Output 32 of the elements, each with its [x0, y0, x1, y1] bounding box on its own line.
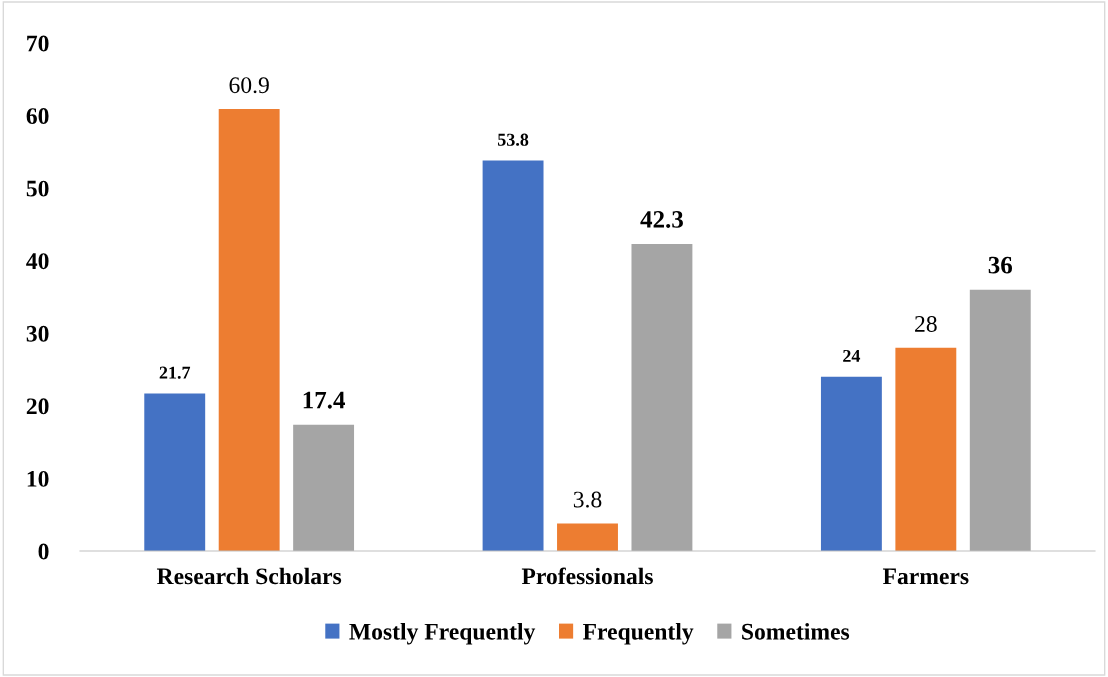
legend-label: Frequently — [582, 623, 694, 645]
bar — [969, 289, 1031, 551]
bar — [895, 347, 957, 551]
bar — [218, 109, 280, 551]
bar — [820, 376, 882, 551]
y-tick-label: 40 — [26, 253, 49, 270]
data-label: 53.8 — [497, 133, 529, 146]
y-tick-label: 10 — [27, 470, 49, 487]
x-tick-label: Research Scholars — [156, 567, 342, 585]
y-tick-label: 30 — [26, 325, 49, 342]
data-label: 21.7 — [159, 366, 191, 379]
legend-label: Mostly Frequently — [349, 623, 536, 645]
y-tick-label: 0 — [38, 543, 49, 560]
data-label: 42.3 — [640, 211, 683, 228]
y-tick-label: 70 — [27, 35, 49, 52]
y-tick-label: 20 — [26, 398, 49, 415]
data-label: 60.9 — [229, 77, 269, 94]
data-label: 24 — [843, 349, 861, 362]
legend-label: Sometimes — [742, 623, 850, 640]
y-tick-label: 50 — [26, 180, 49, 197]
data-label: 28 — [915, 315, 937, 332]
x-tick-label: Farmers — [882, 568, 969, 585]
data-label: 36 — [988, 256, 1013, 274]
bar — [631, 244, 693, 551]
y-tick-label: 60 — [26, 108, 49, 124]
bar — [293, 424, 355, 551]
bar — [482, 160, 544, 551]
data-label: 3.8 — [573, 491, 602, 508]
bar — [144, 393, 206, 551]
data-label: 17.4 — [303, 391, 346, 409]
x-tick-label: Professionals — [521, 567, 653, 585]
bar — [557, 523, 618, 551]
